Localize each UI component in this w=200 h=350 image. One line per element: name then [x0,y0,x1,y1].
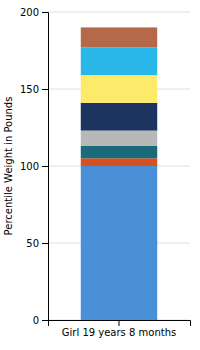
series [81,103,157,131]
tick-label: 0 [33,315,39,326]
tick: 100 [20,161,48,172]
series [81,75,157,103]
bar-segment [81,146,157,158]
bar-segment [81,158,157,166]
y-axis: 0 50 100 150 200 [20,7,49,326]
axis-line [49,321,191,327]
bar-segment [81,27,157,47]
series [81,158,157,166]
tick-mark [42,320,48,321]
tick-label: 50 [26,238,39,249]
tick: 150 [20,84,48,95]
bar-segment [81,166,157,320]
y-axis-title: Percentile Weight in Pounds [3,97,14,236]
tick-mark [42,166,48,167]
chart: 0 50 100 150 200 Girl 19 years 8 months Percen… [0,0,200,350]
bar-segment [81,47,157,75]
tick-label: 200 [20,7,39,18]
series [81,47,157,75]
tick: 0 [33,315,48,326]
series [81,166,157,320]
bar-segment [81,103,157,131]
plot: 0 50 100 150 200 Girl 19 years 8 months [20,7,191,338]
grid-line [48,12,190,13]
tick-label: 150 [20,84,39,95]
axis-line [42,13,49,321]
bars [81,27,157,320]
tick-mark [42,12,48,13]
tick-label: Girl 19 years 8 months [62,327,176,338]
tick-label: 100 [20,161,39,172]
series [81,146,157,158]
bar-segment [81,75,157,103]
series [81,131,157,146]
tick-mark [42,243,48,244]
tick-mark [119,320,120,326]
tick: 50 [26,238,48,249]
tick-mark [42,89,48,90]
grid [48,12,190,320]
x-axis: Girl 19 years 8 months [49,320,191,338]
tick: Girl 19 years 8 months [62,320,176,338]
tick: 200 [20,7,48,18]
bar-segment [81,131,157,146]
series [81,27,157,47]
